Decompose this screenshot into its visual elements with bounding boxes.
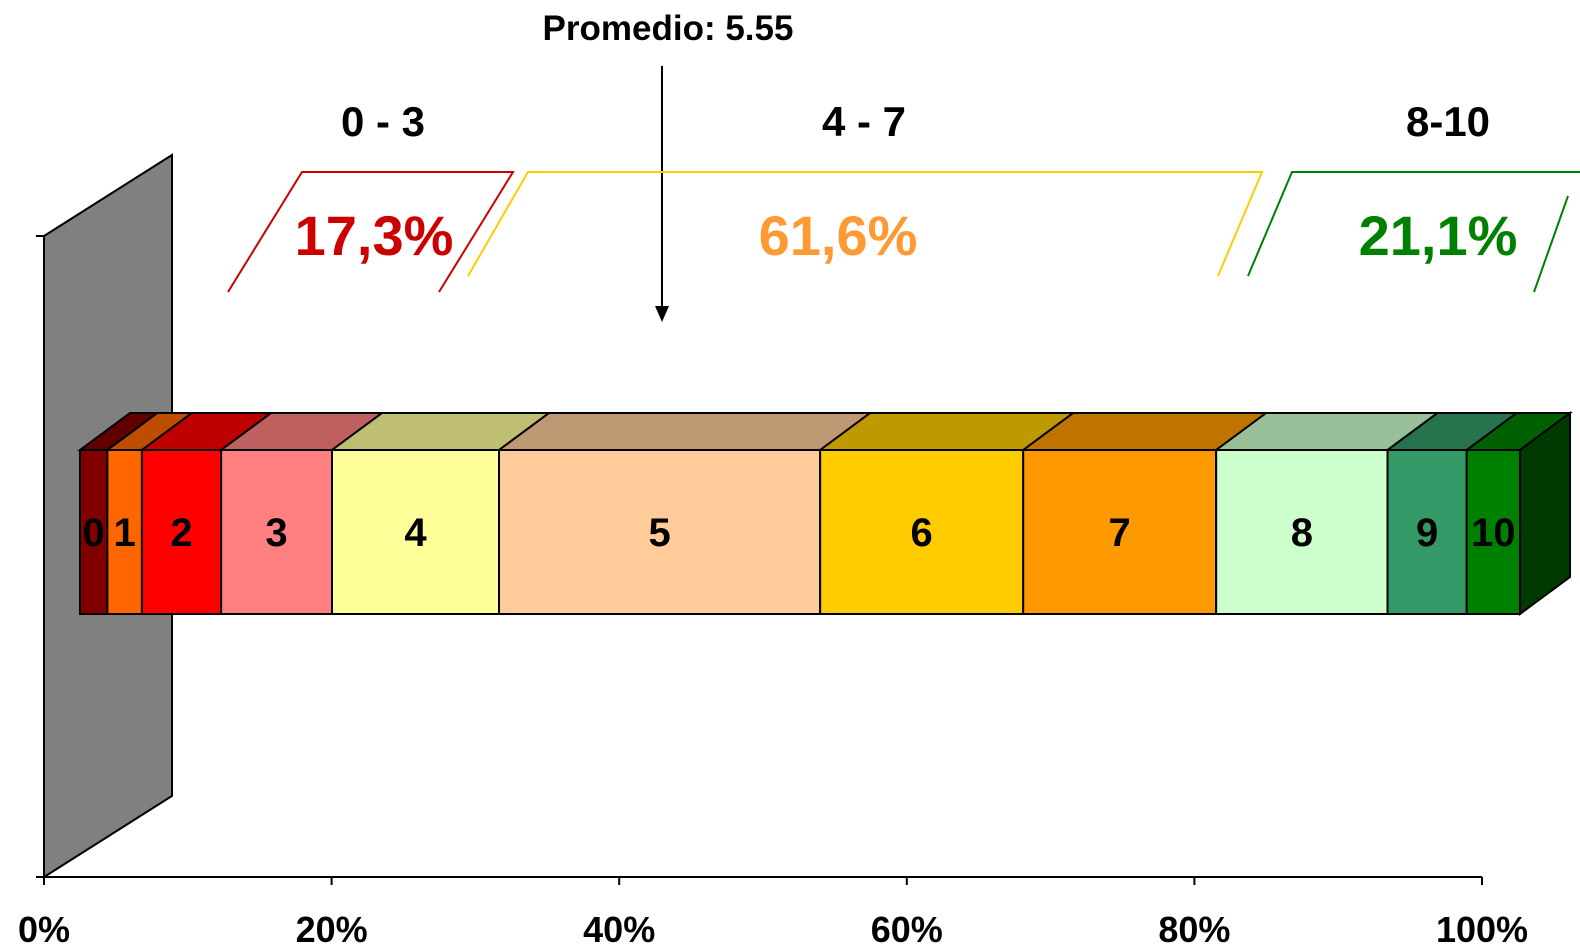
bar-segment-label: 5 — [648, 511, 670, 555]
average-label: Promedio: 5.55 — [543, 9, 794, 48]
group-percent-high: 21,1% — [1359, 204, 1518, 267]
bar-segment-label: 9 — [1416, 511, 1438, 555]
x-axis-ticks: 0% 20% 40% 60% 80% 100% — [18, 877, 1528, 950]
bar-segment — [498, 449, 822, 615]
group-percent-low: 17,3% — [295, 204, 454, 267]
bar-segment-label: 0 — [83, 511, 105, 555]
group-bracket-mid — [467, 171, 1264, 277]
x-tick-label: 0% — [18, 909, 70, 950]
bar-segment — [220, 449, 333, 615]
stacked-bar: 0 1 2 3 4 5 6 7 8 9 10 — [76, 411, 1574, 616]
group-percent-mid: 61,6% — [759, 204, 918, 267]
bar-segment-label: 10 — [1471, 511, 1516, 555]
bar-segment — [106, 449, 143, 615]
bar-segment — [1386, 449, 1468, 615]
group-bracket-high — [1247, 171, 1580, 277]
group-range-label-high: 8-10 — [1406, 98, 1490, 145]
bar-segment — [140, 449, 223, 615]
bar-segment-label: 2 — [170, 511, 192, 555]
group-bracket-low — [227, 171, 515, 293]
bar-segment — [1022, 449, 1218, 615]
bar-segment-label: 4 — [404, 511, 427, 555]
x-tick-label: 60% — [871, 909, 943, 950]
x-tick-label: 80% — [1158, 909, 1230, 950]
bar-segment — [331, 449, 501, 615]
bar-segment-label: 3 — [265, 511, 287, 555]
group-range-label-mid: 4 - 7 — [822, 98, 906, 145]
bar-segment-label: 7 — [1109, 511, 1131, 555]
bar-segment — [1465, 449, 1521, 615]
average-arrow-head — [655, 306, 669, 322]
bar-segment-top — [496, 412, 874, 451]
bar-segment-label: 1 — [114, 511, 136, 555]
x-tick-label: 100% — [1436, 909, 1528, 950]
x-tick-label: 20% — [296, 909, 368, 950]
bar-segment-label: 6 — [911, 511, 933, 555]
x-tick-label: 40% — [583, 909, 655, 950]
group-range-label-low: 0 - 3 — [341, 98, 425, 145]
group-bracket-high-right — [1533, 195, 1569, 293]
bar-segment-label: 8 — [1291, 511, 1313, 555]
